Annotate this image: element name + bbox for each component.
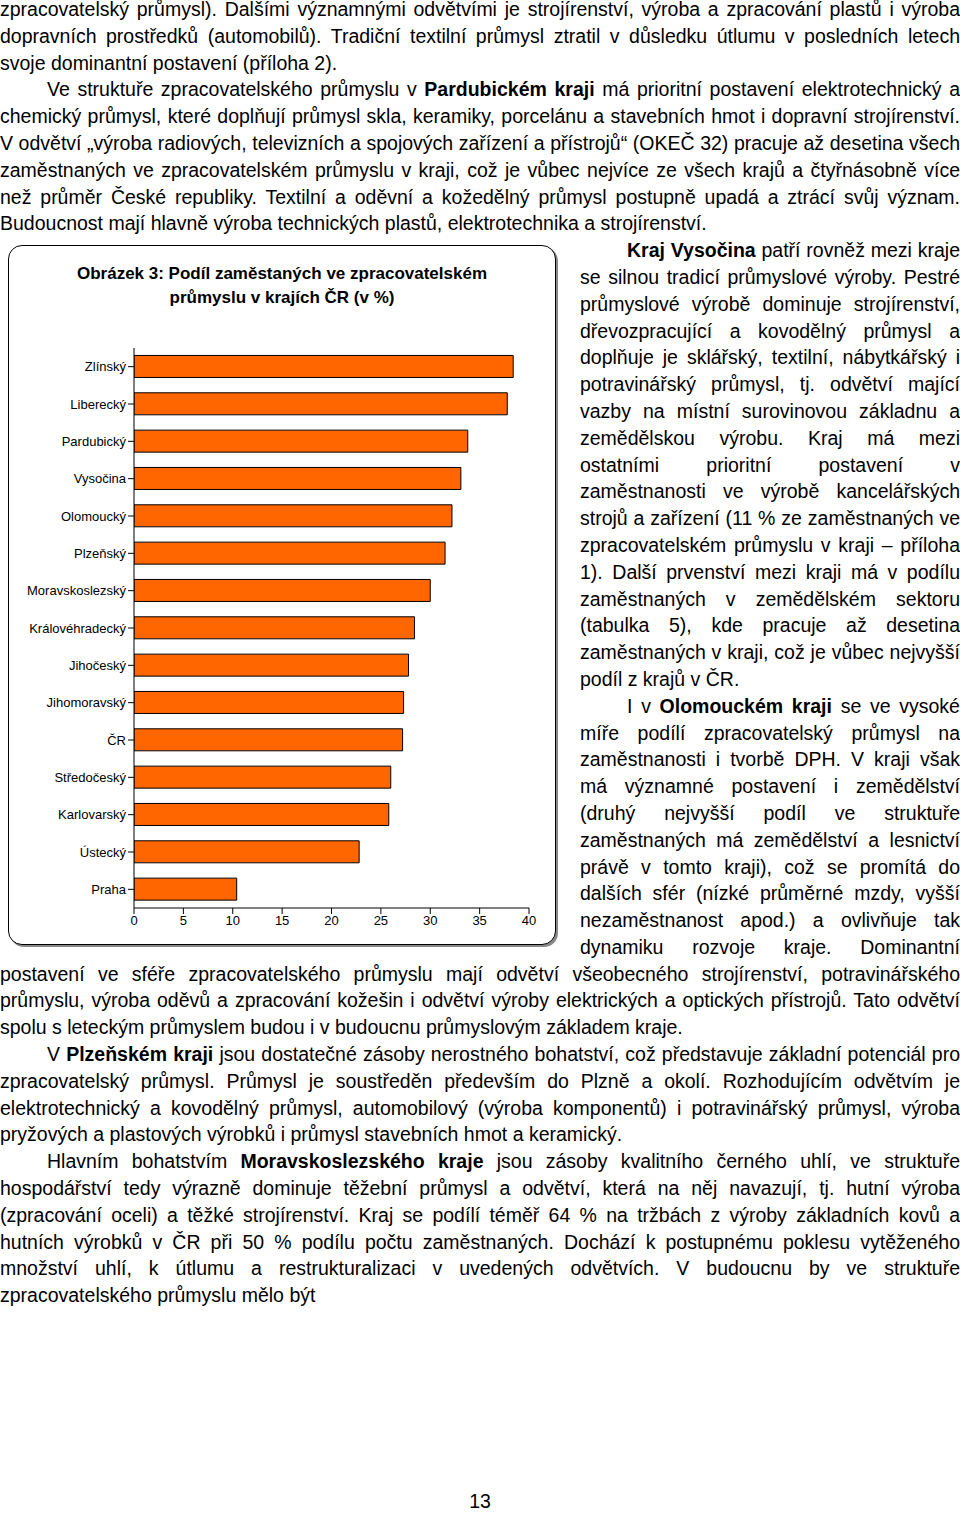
svg-text:Liberecký: Liberecký: [70, 397, 126, 412]
svg-text:15: 15: [275, 913, 289, 928]
svg-text:40: 40: [522, 913, 536, 928]
svg-text:Moravskoslezský: Moravskoslezský: [27, 583, 126, 598]
svg-text:Plzeňský: Plzeňský: [74, 546, 127, 561]
svg-text:0: 0: [130, 913, 137, 928]
svg-text:ČR: ČR: [107, 733, 126, 748]
svg-text:Olomoucký: Olomoucký: [61, 509, 127, 524]
svg-text:Jihomoravský: Jihomoravský: [47, 695, 127, 710]
svg-text:Ústecký: Ústecký: [80, 845, 127, 860]
svg-text:35: 35: [472, 913, 486, 928]
svg-text:Královéhradecký: Královéhradecký: [29, 621, 126, 636]
svg-text:25: 25: [374, 913, 388, 928]
svg-text:5: 5: [180, 913, 187, 928]
svg-text:Jihočeský: Jihočeský: [69, 658, 127, 673]
svg-text:Středočeský: Středočeský: [54, 770, 126, 785]
svg-text:10: 10: [226, 913, 240, 928]
svg-text:30: 30: [423, 913, 437, 928]
svg-text:Vysočina: Vysočina: [74, 471, 127, 486]
svg-text:Praha: Praha: [91, 882, 126, 897]
svg-text:Zlínský: Zlínský: [85, 359, 127, 374]
svg-text:Pardubický: Pardubický: [62, 434, 127, 449]
svg-text:20: 20: [324, 913, 338, 928]
svg-text:Karlovarský: Karlovarský: [58, 807, 126, 822]
